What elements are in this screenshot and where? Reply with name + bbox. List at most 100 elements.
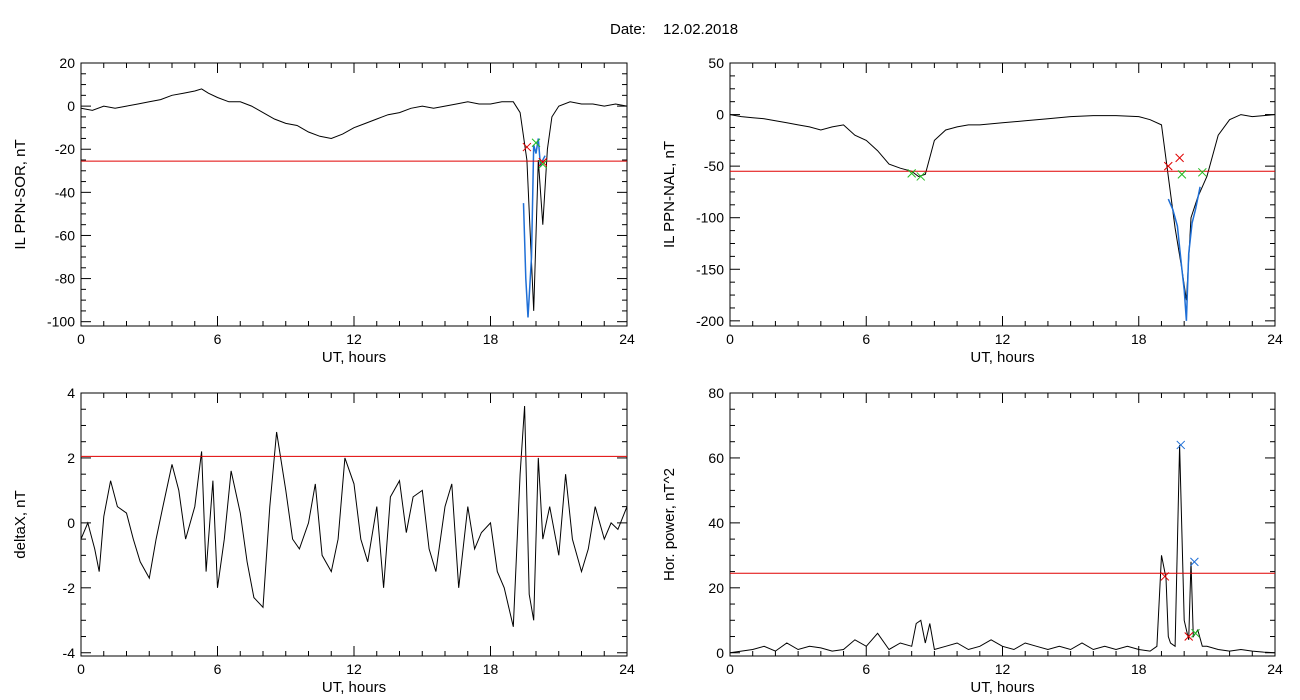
cross-marker (538, 159, 548, 169)
cross-marker-stroke (1177, 170, 1187, 179)
y-axis-label: deltaX, nT (12, 490, 29, 558)
y-tick-label: 40 (708, 515, 724, 531)
x-tick-label: 12 (995, 331, 1011, 347)
cross-marker-stroke (1184, 632, 1194, 641)
data-series-line (81, 405, 627, 627)
data-series-line (730, 444, 1275, 654)
x-tick-label: 0 (77, 331, 85, 347)
y-axis-label: IL PPN-NAL, nT (661, 141, 678, 248)
cross-marker (907, 169, 917, 178)
x-tick-label: 6 (214, 661, 222, 677)
x-axis-label: UT, hours (322, 349, 386, 366)
y-tick-label: -50 (704, 158, 724, 174)
y-tick-label: 60 (708, 450, 724, 466)
cross-marker-stroke (1175, 153, 1184, 163)
x-tick-label: 12 (995, 661, 1011, 677)
y-tick-label: -150 (696, 261, 724, 277)
cross-marker (1176, 440, 1186, 450)
cross-marker-stroke (1191, 628, 1200, 638)
x-tick-label: 18 (1131, 661, 1147, 677)
cross-marker (522, 142, 532, 152)
y-tick-label: -2 (63, 580, 76, 596)
cross-marker-stroke (1160, 572, 1170, 581)
x-axis-label: UT, hours (970, 349, 1034, 366)
cross-marker-stroke (522, 142, 532, 152)
date-label: Date: (610, 21, 646, 38)
y-tick-label: -60 (55, 227, 75, 243)
x-tick-label: 6 (862, 661, 870, 677)
plot-frame (729, 392, 1276, 657)
y-tick-label: -100 (47, 314, 75, 330)
plot-frame (80, 392, 628, 657)
plot-area (81, 405, 627, 627)
highlight-segment-line (1167, 186, 1201, 321)
data-series-line (81, 88, 627, 311)
y-tick-label: 80 (708, 385, 724, 401)
cross-marker-stroke (1163, 161, 1173, 171)
cross-marker (538, 157, 548, 167)
y-tick-label: 50 (708, 55, 724, 71)
panel-top-left: 0 6 12 18 24 -100 -80 -60 -40 -20 0 20 UT, hours IL P… (12, 55, 635, 366)
x-tick-label: 24 (1267, 661, 1283, 677)
x-tick-label: 6 (214, 331, 222, 347)
x-tick-label: 6 (862, 331, 870, 347)
cross-marker-stroke (531, 138, 541, 148)
y-tick-label: 0 (67, 98, 75, 114)
cross-marker-stroke (538, 157, 548, 167)
y-tick-label: 20 (59, 55, 75, 71)
cross-marker-stroke (1190, 557, 1199, 567)
plot-area (730, 440, 1275, 654)
cross-marker-stroke (1197, 167, 1207, 177)
y-tick-label: -20 (55, 141, 75, 157)
x-tick-label: 24 (619, 661, 635, 677)
y-tick-label: 20 (708, 580, 724, 596)
x-tick-label: 24 (619, 331, 635, 347)
y-tick-label: 4 (67, 385, 75, 401)
x-tick-label: 0 (726, 661, 734, 677)
cross-marker (1163, 161, 1173, 171)
cross-marker (1191, 628, 1200, 638)
x-tick-label: 0 (77, 661, 85, 677)
x-axis-label: UT, hours (322, 679, 386, 696)
cross-marker (916, 172, 926, 181)
cross-marker (531, 138, 541, 148)
cross-marker-stroke (538, 159, 548, 169)
y-tick-label: 0 (67, 515, 75, 531)
plot-area (730, 114, 1275, 321)
cross-marker (1160, 572, 1170, 581)
x-tick-label: 18 (1131, 331, 1147, 347)
x-axis-label: UT, hours (970, 679, 1034, 696)
x-tick-label: 24 (1267, 331, 1283, 347)
y-tick-label: -100 (696, 210, 724, 226)
y-axis-label: Hor. power, nT^2 (661, 468, 678, 581)
y-axis-label: IL PPN-SOR, nT (12, 139, 29, 249)
y-tick-label: -40 (55, 184, 75, 200)
data-series-line (730, 114, 1275, 301)
cross-marker (1184, 632, 1194, 641)
y-tick-label: -4 (63, 645, 76, 661)
plot-area (81, 88, 627, 318)
panel-top-right: 0 6 12 18 24 -200 -150 -100 -50 0 50 UT, hours IL PP… (661, 55, 1283, 366)
cross-marker-stroke (1176, 440, 1186, 450)
cross-marker-stroke (907, 169, 917, 178)
cross-marker (1177, 170, 1187, 179)
y-tick-label: 2 (67, 450, 75, 466)
x-tick-label: 12 (346, 331, 362, 347)
x-tick-label: 18 (483, 661, 499, 677)
x-tick-label: 12 (346, 661, 362, 677)
y-tick-label: 0 (716, 107, 724, 123)
x-tick-label: 18 (483, 331, 499, 347)
panel-bottom-right: 0 6 12 18 24 0 20 40 60 80 UT, hours Hor. power, nT… (661, 385, 1283, 696)
cross-marker (1175, 153, 1184, 163)
cross-marker (1190, 557, 1199, 567)
y-tick-label: 0 (716, 645, 724, 661)
date-value: 12.02.2018 (663, 21, 738, 38)
y-tick-label: -200 (696, 313, 724, 329)
y-tick-label: -80 (55, 271, 75, 287)
cross-marker-stroke (916, 172, 926, 181)
x-tick-label: 0 (726, 331, 734, 347)
cross-marker (1197, 167, 1207, 177)
plot-frame (729, 62, 1276, 327)
